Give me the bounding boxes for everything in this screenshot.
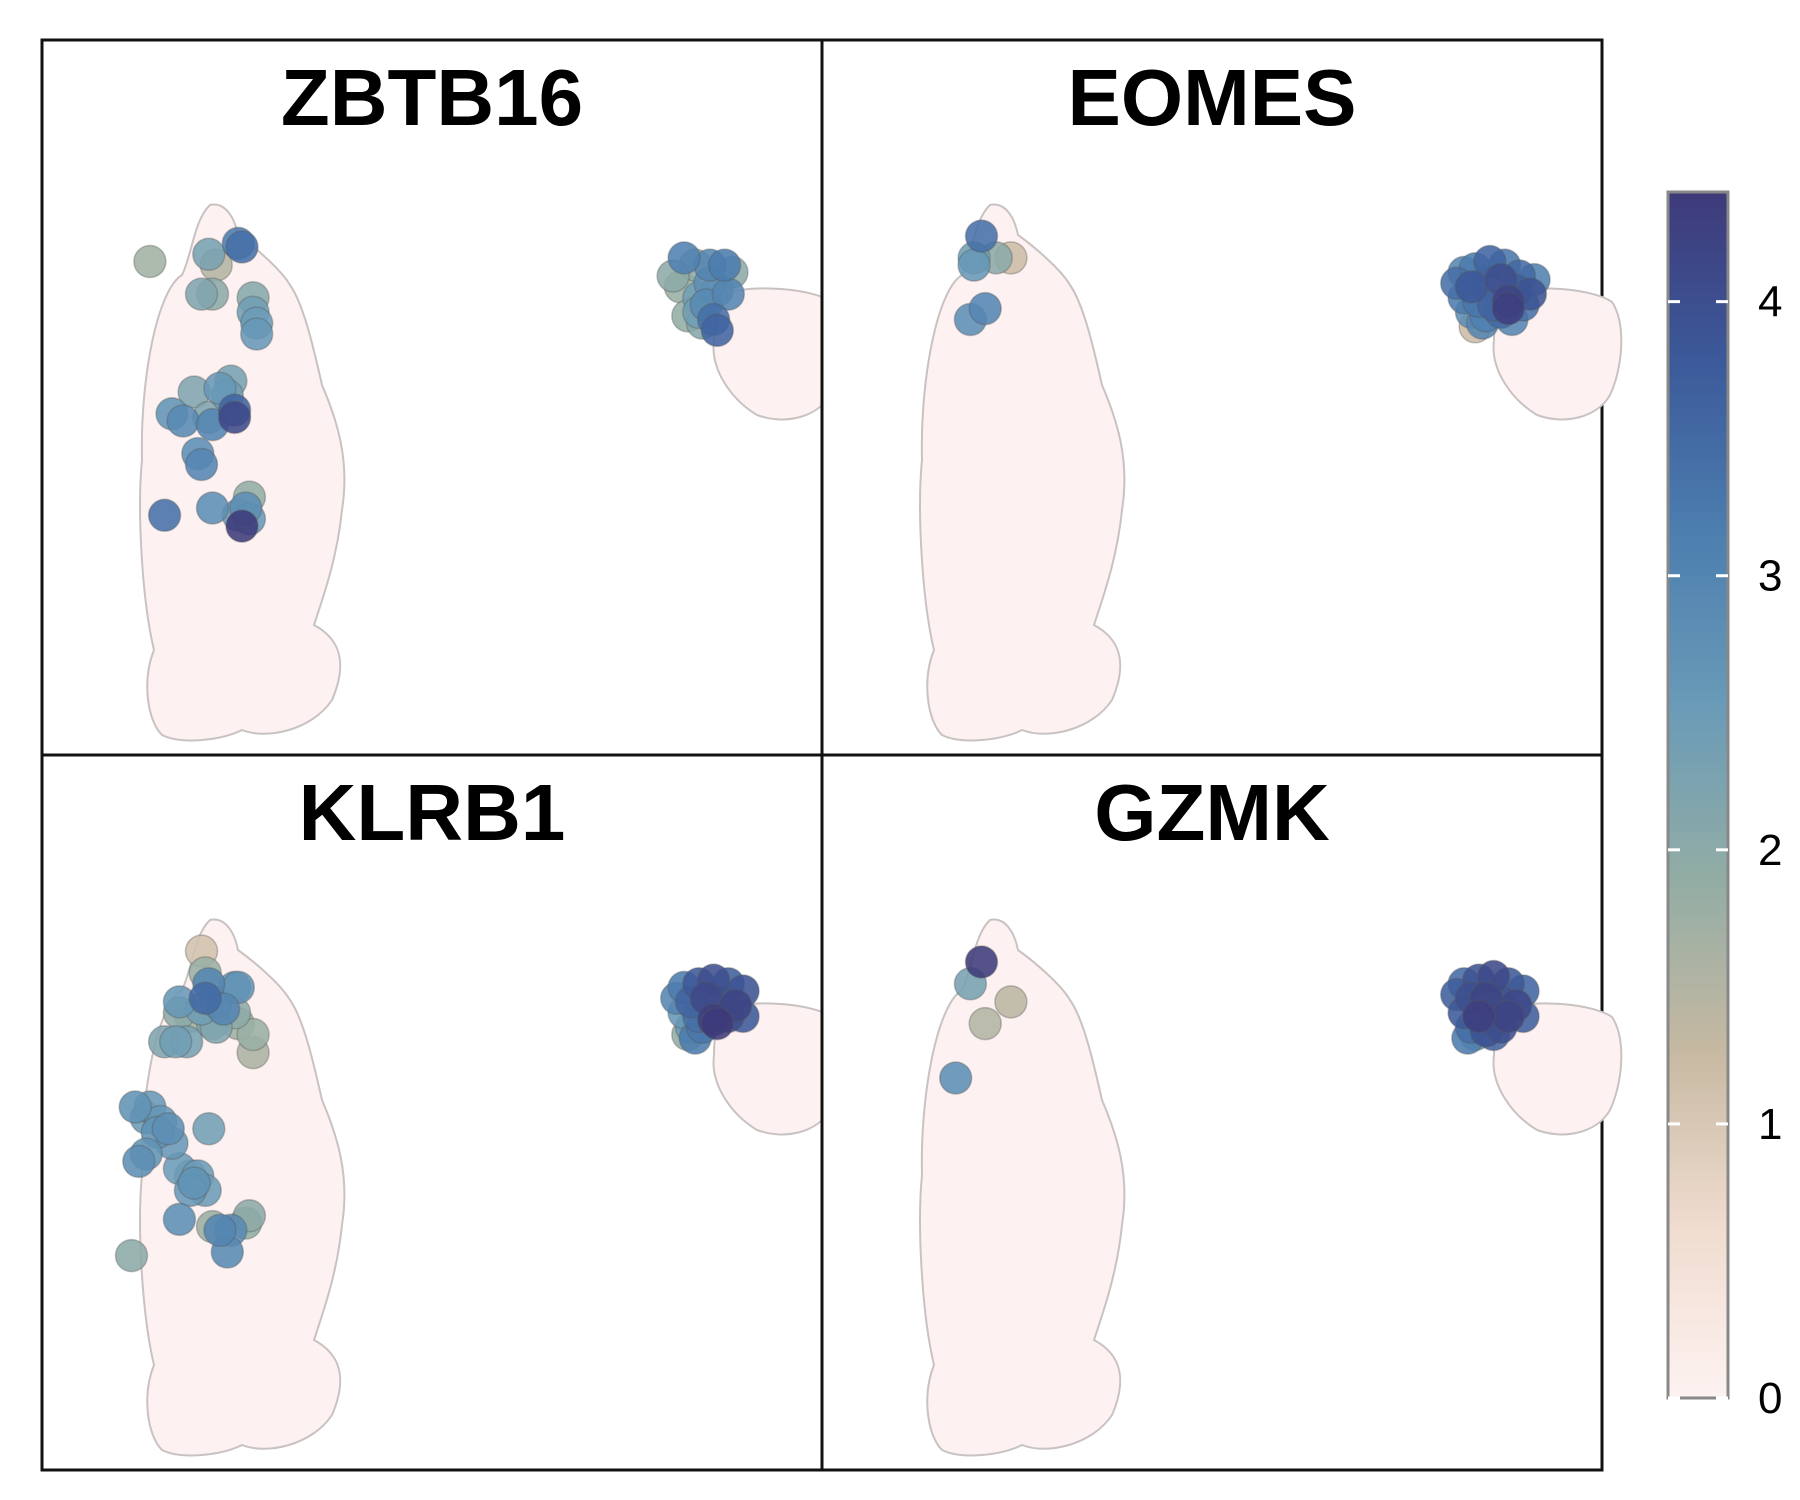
cell-point bbox=[964, 945, 999, 979]
cell-point bbox=[184, 277, 219, 311]
cell-point bbox=[225, 509, 259, 543]
cell-point bbox=[700, 313, 735, 348]
colorbar-tick-label: 4 bbox=[1758, 278, 1782, 327]
facet-panel: GZMK bbox=[820, 753, 1623, 1472]
facet-panel: EOMES bbox=[820, 38, 1623, 757]
cell-point bbox=[195, 491, 230, 525]
panel-title: KLRB1 bbox=[299, 768, 566, 857]
panel-title: ZBTB16 bbox=[281, 53, 583, 142]
cell-point bbox=[225, 230, 259, 264]
cell-point bbox=[964, 219, 999, 253]
cell-point bbox=[239, 317, 274, 351]
cell-point bbox=[162, 1202, 197, 1237]
cell-point bbox=[192, 1112, 226, 1146]
cell-point bbox=[147, 498, 182, 533]
colorbar-tick-label: 0 bbox=[1758, 1374, 1782, 1423]
cell-point bbox=[667, 241, 701, 275]
cell-point bbox=[184, 447, 219, 482]
cell-point bbox=[700, 1006, 735, 1041]
cell-point bbox=[217, 400, 252, 435]
cell-point bbox=[968, 291, 1002, 326]
cell-point bbox=[133, 244, 167, 279]
cell-point bbox=[236, 1017, 270, 1052]
panel-title: GZMK bbox=[1094, 768, 1330, 857]
cell-point bbox=[957, 248, 991, 282]
cell-point bbox=[1491, 999, 1526, 1034]
cell-point bbox=[118, 1090, 152, 1124]
cell-point bbox=[1454, 270, 1489, 304]
cell-point bbox=[188, 981, 222, 1016]
cell-point bbox=[158, 1025, 193, 1059]
cell-point bbox=[177, 1166, 211, 1200]
cell-point bbox=[203, 1213, 237, 1248]
cell-point bbox=[1462, 999, 1496, 1034]
cell-point bbox=[994, 985, 1028, 1019]
colorbar-legend: 0 1 2 3 4 bbox=[1666, 190, 1782, 1423]
colorbar-tick-label: 3 bbox=[1758, 552, 1782, 601]
colorbar-gradient bbox=[1666, 190, 1730, 1400]
facet-panel: ZBTB16 bbox=[40, 38, 843, 757]
cell-point bbox=[166, 404, 200, 438]
cell-point bbox=[114, 1238, 149, 1273]
colorbar-tick-label: 1 bbox=[1758, 1100, 1782, 1149]
colorbar-tick-label: 2 bbox=[1758, 826, 1782, 875]
cell-point bbox=[707, 248, 742, 282]
cell-point bbox=[1491, 291, 1526, 326]
panel-title: EOMES bbox=[1068, 53, 1357, 142]
facet-panel: KLRB1 bbox=[40, 753, 843, 1472]
facet-panels: ZBTB16 EOMES KLRB1 GZMK bbox=[40, 38, 1623, 1472]
cell-point bbox=[151, 1112, 186, 1146]
cell-point bbox=[968, 1006, 1002, 1041]
colorbar-ticks: 0 1 2 3 4 bbox=[1668, 278, 1782, 1423]
cell-point bbox=[122, 1144, 156, 1179]
cell-point bbox=[938, 1061, 973, 1095]
cell-point bbox=[192, 237, 226, 272]
